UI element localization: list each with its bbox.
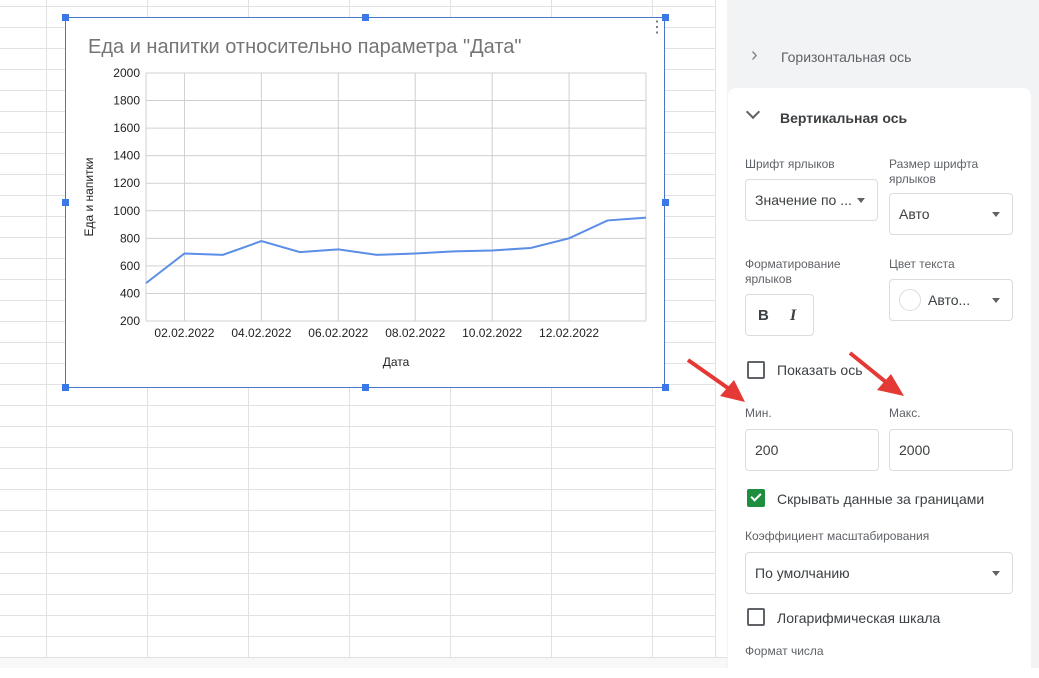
label-font-label: Шрифт ярлыков xyxy=(745,157,835,172)
resize-handle[interactable] xyxy=(662,384,669,391)
dropdown-value: Авто... xyxy=(928,292,970,308)
y-tick-label: 600 xyxy=(120,259,140,273)
chevron-right-icon: › xyxy=(751,44,758,67)
min-input[interactable]: 200 xyxy=(745,429,879,471)
x-tick-label: 06.02.2022 xyxy=(308,326,368,340)
chart-editor-panel: › Горизонтальная ось Вертикальная ось Шр… xyxy=(727,0,1039,668)
log-scale-label: Логарифмическая шкала xyxy=(777,610,940,626)
x-tick-label: 08.02.2022 xyxy=(385,326,445,340)
number-format-label: Формат числа xyxy=(745,644,824,659)
label-format-buttons: B I xyxy=(745,294,814,336)
x-tick-label: 04.02.2022 xyxy=(231,326,291,340)
x-axis-title: Дата xyxy=(383,355,410,369)
dropdown-value: Значение по ... xyxy=(755,192,852,208)
series-line xyxy=(146,218,646,283)
bold-button[interactable]: B xyxy=(758,307,769,324)
line-chart-svg: 2000 1800 1600 1400 1200 1000 800 600 400 200 02.0… xyxy=(65,17,665,388)
section-vertical-axis[interactable]: Вертикальная ось xyxy=(728,103,1028,133)
hide-out-of-bounds-checkbox[interactable] xyxy=(747,489,765,507)
resize-handle[interactable] xyxy=(62,199,69,206)
y-tick-label: 1000 xyxy=(113,204,140,218)
resize-handle[interactable] xyxy=(362,14,369,21)
y-tick-label: 200 xyxy=(120,314,140,328)
resize-handle[interactable] xyxy=(362,384,369,391)
hide-out-of-bounds-label: Скрывать данные за границами xyxy=(777,491,984,507)
chevron-down-icon xyxy=(746,105,760,119)
x-tick-label: 02.02.2022 xyxy=(154,326,214,340)
chart[interactable]: 2000 1800 1600 1400 1200 1000 800 600 400 200 02.0… xyxy=(65,17,665,388)
chart-title: Еда и напитки относительно параметра "Да… xyxy=(88,36,521,59)
section-label: Вертикальная ось xyxy=(780,110,907,126)
caret-down-icon xyxy=(992,212,1000,217)
scale-factor-label: Коэффициент масштабирования xyxy=(745,529,929,544)
more-vert-icon[interactable]: ⋮ xyxy=(649,25,655,31)
y-axis-title: Еда и напитки xyxy=(82,157,96,236)
label-format-label: Форматирование ярлыков xyxy=(745,257,865,287)
color-swatch xyxy=(899,289,921,311)
caret-down-icon xyxy=(857,198,865,203)
min-label: Мин. xyxy=(745,406,772,421)
label-size-label: Размер шрифта ярлыков xyxy=(889,157,999,187)
caret-down-icon xyxy=(992,298,1000,303)
y-tick-label: 400 xyxy=(120,286,140,300)
text-color-label: Цвет текста xyxy=(889,257,955,272)
label-size-dropdown[interactable]: Авто xyxy=(889,193,1013,235)
show-axis-label: Показать ось xyxy=(777,362,862,378)
x-tick-label: 10.02.2022 xyxy=(462,326,522,340)
dropdown-value: По умолчанию xyxy=(755,565,850,581)
label-font-dropdown[interactable]: Значение по ... xyxy=(745,179,878,221)
check-icon xyxy=(750,490,761,501)
resize-handle[interactable] xyxy=(62,14,69,21)
y-tick-label: 1600 xyxy=(113,121,140,135)
vertical-scrollbar[interactable] xyxy=(715,0,727,668)
show-axis-checkbox[interactable] xyxy=(747,361,765,379)
y-tick-label: 2000 xyxy=(113,66,140,80)
text-color-dropdown[interactable]: Авто... xyxy=(889,279,1013,321)
x-tick-label: 12.02.2022 xyxy=(539,326,599,340)
y-tick-label: 1200 xyxy=(113,176,140,190)
caret-down-icon xyxy=(992,571,1000,576)
dropdown-value: Авто xyxy=(899,206,930,222)
y-tick-label: 1800 xyxy=(113,94,140,108)
horizontal-scrollbar[interactable] xyxy=(0,657,727,668)
section-horizontal-axis[interactable]: › Горизонтальная ось xyxy=(727,40,1027,74)
log-scale-checkbox[interactable] xyxy=(747,608,765,626)
section-label: Горизонтальная ось xyxy=(781,49,911,65)
scale-factor-dropdown[interactable]: По умолчанию xyxy=(745,552,1013,594)
italic-button[interactable]: I xyxy=(790,307,796,325)
max-input[interactable]: 2000 xyxy=(889,429,1013,471)
y-tick-label: 1400 xyxy=(113,149,140,163)
max-label: Макс. xyxy=(889,406,921,421)
y-tick-label: 800 xyxy=(120,231,140,245)
resize-handle[interactable] xyxy=(62,384,69,391)
resize-handle[interactable] xyxy=(662,14,669,21)
resize-handle[interactable] xyxy=(662,199,669,206)
